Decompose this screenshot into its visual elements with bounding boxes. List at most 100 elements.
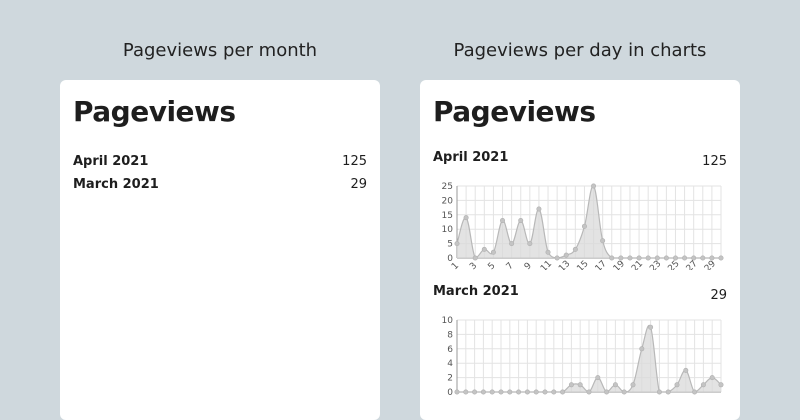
data-point <box>533 389 539 395</box>
data-point <box>709 375 715 381</box>
month-row: March 2021 29 <box>73 173 367 196</box>
data-point <box>527 241 533 247</box>
data-point <box>472 389 478 395</box>
data-point <box>507 389 513 395</box>
data-point <box>545 249 551 255</box>
y-tick-label: 0 <box>447 254 453 264</box>
y-tick-label: 0 <box>447 388 453 398</box>
y-tick-label: 25 <box>442 182 453 192</box>
card-title: Pageviews <box>73 95 236 128</box>
chart-month-label: March 2021 <box>433 284 519 299</box>
data-point <box>518 218 524 224</box>
chart-month-count: 29 <box>710 288 727 303</box>
data-point <box>490 249 496 255</box>
month-count: 29 <box>350 177 367 192</box>
data-point <box>463 389 469 395</box>
x-tick-label: 13 <box>557 259 572 270</box>
data-point <box>524 389 530 395</box>
data-point <box>718 255 724 261</box>
data-point <box>630 382 636 388</box>
x-tick-label: 19 <box>612 259 627 270</box>
data-point <box>581 223 587 229</box>
y-tick-label: 4 <box>447 359 453 369</box>
data-point <box>500 218 506 224</box>
data-point <box>516 389 522 395</box>
data-point <box>463 215 469 221</box>
data-point <box>472 255 478 261</box>
x-tick-label: 17 <box>594 259 609 270</box>
month-label: March 2021 <box>73 177 159 192</box>
data-point <box>551 389 557 395</box>
x-tick-label: 11 <box>539 259 554 270</box>
data-point <box>563 252 569 258</box>
data-point <box>700 255 706 261</box>
data-point <box>554 255 560 261</box>
series-area <box>457 185 721 258</box>
data-point <box>665 389 671 395</box>
data-point <box>577 382 583 388</box>
data-point <box>612 382 618 388</box>
month-row: April 2021 125 <box>73 150 367 173</box>
data-point <box>454 241 460 247</box>
data-point <box>654 255 660 261</box>
data-point <box>481 246 487 252</box>
data-point <box>648 324 654 330</box>
data-point <box>586 389 592 395</box>
y-tick-label: 5 <box>447 240 453 250</box>
data-point <box>692 389 698 395</box>
data-point <box>568 382 574 388</box>
data-point <box>480 389 486 395</box>
data-point <box>454 389 460 395</box>
daily-pageviews-card: Pageviews April 2021 125 0 5 10 15 20 25 1 3 5 7 9… <box>420 80 740 420</box>
y-tick-label: 10 <box>442 316 454 326</box>
data-point <box>656 389 662 395</box>
data-point <box>600 238 606 244</box>
x-tick-label: 23 <box>648 259 663 270</box>
chart-month-count: 125 <box>702 154 727 169</box>
card-title: Pageviews <box>433 95 596 128</box>
data-point <box>621 389 627 395</box>
month-count: 125 <box>342 154 367 169</box>
x-tick-label: 5 <box>486 261 497 270</box>
data-point <box>572 246 578 252</box>
x-tick-label: 7 <box>505 261 516 270</box>
x-tick-label: 1 <box>450 261 461 270</box>
data-point <box>489 389 495 395</box>
data-point <box>498 389 504 395</box>
data-point <box>700 382 706 388</box>
monthly-pageviews-card: Pageviews April 2021 125 March 2021 29 <box>60 80 380 420</box>
data-point <box>683 367 689 373</box>
x-tick-label: 25 <box>666 259 681 270</box>
data-point <box>672 255 678 261</box>
chart-block-march: March 2021 29 0 2 4 6 8 10 <box>433 284 727 404</box>
data-point <box>709 255 715 261</box>
y-tick-label: 8 <box>447 330 453 340</box>
data-point <box>609 255 615 261</box>
data-point <box>595 375 601 381</box>
x-tick-label: 15 <box>575 259 590 270</box>
x-tick-label: 27 <box>685 259 700 270</box>
data-point <box>674 382 680 388</box>
series-area <box>457 325 721 392</box>
y-tick-label: 10 <box>442 225 454 235</box>
data-point <box>627 255 633 261</box>
data-point <box>639 346 645 352</box>
y-tick-label: 15 <box>442 211 453 221</box>
chart-block-april: April 2021 125 0 5 10 15 20 25 1 3 5 7 9 11 13 15 17 19… <box>433 150 727 270</box>
month-label: April 2021 <box>73 154 149 169</box>
y-tick-label: 2 <box>447 374 453 384</box>
chart-month-label: April 2021 <box>433 150 509 165</box>
daily-chart-march: 0 2 4 6 8 10 <box>442 316 724 398</box>
data-point <box>604 389 610 395</box>
data-point <box>542 389 548 395</box>
data-point <box>636 255 642 261</box>
y-tick-label: 20 <box>442 196 454 206</box>
data-point <box>536 206 542 212</box>
data-point <box>591 183 597 189</box>
data-point <box>682 255 688 261</box>
data-point <box>718 382 724 388</box>
data-point <box>691 255 697 261</box>
x-tick-label: 21 <box>630 259 645 270</box>
x-tick-label: 29 <box>703 259 718 270</box>
